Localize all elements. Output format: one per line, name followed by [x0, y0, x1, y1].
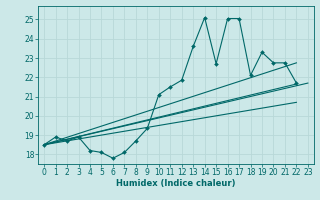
- X-axis label: Humidex (Indice chaleur): Humidex (Indice chaleur): [116, 179, 236, 188]
